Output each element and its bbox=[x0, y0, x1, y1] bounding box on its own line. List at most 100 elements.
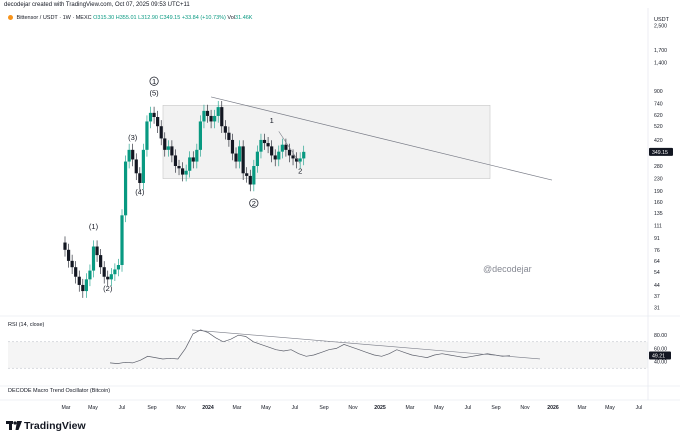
ohlc-values: O315.30 H355.01 L312.90 C349.15 +33.84 (… bbox=[93, 15, 226, 21]
rsi-tick-label: 80.00 bbox=[654, 333, 667, 339]
candle-body bbox=[184, 170, 188, 175]
rsi-tick-label: 40.00 bbox=[654, 360, 667, 366]
candle-body bbox=[298, 158, 302, 162]
candle-body bbox=[252, 166, 256, 185]
wave-label: 1 bbox=[270, 116, 274, 125]
time-tick-label: Nov bbox=[176, 405, 186, 411]
price-tick-label: 54 bbox=[654, 270, 660, 276]
wave-circle bbox=[149, 76, 159, 86]
rsi-tick-label: 60.00 bbox=[654, 346, 667, 352]
current-price-label: 349.15 bbox=[652, 150, 668, 156]
candle-body bbox=[99, 255, 103, 268]
symbol-legend[interactable]: Bittensor / USDT · 1W · MEXC O315.30 H35… bbox=[8, 15, 252, 21]
time-tick-label: May bbox=[261, 405, 271, 411]
candle-body bbox=[127, 149, 131, 162]
candle-body bbox=[209, 115, 213, 122]
price-tick-label: 44 bbox=[654, 283, 660, 289]
time-tick-label: 2025 bbox=[374, 405, 386, 411]
candle-body bbox=[237, 146, 242, 162]
candle-body bbox=[277, 151, 281, 160]
wave-label: (5) bbox=[149, 88, 159, 97]
rsi-value-tag bbox=[649, 351, 671, 360]
volume-value: 31.46K bbox=[235, 15, 253, 21]
candle-body bbox=[102, 267, 106, 277]
candle-body bbox=[170, 146, 174, 156]
candle-body bbox=[220, 107, 224, 127]
price-axis-currency: USDT bbox=[654, 17, 670, 23]
candle-body bbox=[280, 144, 284, 152]
candle-body bbox=[141, 149, 145, 183]
candle-body bbox=[180, 168, 185, 175]
candle-body bbox=[91, 246, 96, 271]
wave-label: (4) bbox=[135, 187, 145, 196]
candle-body bbox=[205, 110, 210, 116]
time-tick-label: Mar bbox=[233, 405, 242, 411]
price-tick-label: 111 bbox=[654, 223, 662, 229]
time-tick-label: Sep bbox=[147, 405, 156, 411]
candle-body bbox=[191, 157, 195, 162]
candle-body bbox=[266, 143, 270, 147]
candle-body bbox=[302, 151, 306, 159]
candle-body bbox=[287, 149, 292, 156]
tradingview-brand[interactable]: TradingView bbox=[6, 420, 86, 432]
time-tick-label: Nov bbox=[348, 405, 358, 411]
candle-body bbox=[116, 265, 121, 270]
time-tick-label: Jul bbox=[636, 405, 643, 411]
candle-body bbox=[227, 132, 231, 140]
wave-circle bbox=[249, 198, 259, 208]
wave-label: 1 bbox=[152, 77, 156, 86]
candle-body bbox=[259, 139, 263, 152]
candle-body bbox=[113, 269, 117, 275]
price-tick-label: 1,400 bbox=[654, 61, 667, 67]
price-tick-label: 740 bbox=[654, 102, 663, 108]
candle-body bbox=[248, 175, 252, 185]
decode-legend[interactable]: DECODE Macro Trend Oscillator (Bitcoin) bbox=[8, 388, 111, 394]
time-tick-label: May bbox=[88, 405, 98, 411]
price-tick-label: 620 bbox=[654, 113, 663, 119]
time-tick-label: May bbox=[605, 405, 615, 411]
candle-body bbox=[123, 161, 128, 216]
rsi-value-label: 49.21 bbox=[652, 354, 665, 360]
candle-body bbox=[84, 279, 88, 292]
candle-body bbox=[216, 107, 220, 116]
candle-body bbox=[77, 276, 81, 285]
candle-body bbox=[198, 121, 202, 150]
price-tick-label: 280 bbox=[654, 164, 663, 170]
candle-body bbox=[109, 274, 113, 280]
price-tick-label: 64 bbox=[654, 259, 660, 265]
candle-body bbox=[173, 155, 178, 166]
candle-body bbox=[255, 151, 260, 166]
candle-body bbox=[95, 246, 99, 256]
price-trendline bbox=[211, 96, 553, 181]
candle-body bbox=[66, 249, 71, 261]
candle-body bbox=[291, 155, 295, 159]
candle-body bbox=[262, 139, 267, 144]
time-tick-label: Jul bbox=[119, 405, 126, 411]
time-tick-label: Mar bbox=[578, 405, 587, 411]
candle-body bbox=[284, 144, 288, 150]
candle-body bbox=[74, 267, 78, 277]
candle-body bbox=[270, 146, 274, 156]
time-tick-label: Mar bbox=[62, 405, 71, 411]
candle-body bbox=[234, 153, 238, 162]
candle-body bbox=[166, 146, 170, 150]
candle-body bbox=[138, 173, 142, 183]
candle-body bbox=[131, 149, 135, 160]
time-tick-label: Nov bbox=[520, 405, 530, 411]
current-price-tag bbox=[649, 147, 673, 156]
rsi-legend[interactable]: RSI (14, close) bbox=[8, 322, 45, 328]
bittensor-coin-icon bbox=[8, 15, 13, 20]
price-tick-label: 1,700 bbox=[654, 48, 667, 54]
price-tick-label: 190 bbox=[654, 189, 663, 195]
wave-label: 2 bbox=[298, 166, 302, 175]
time-tick-label: Mar bbox=[406, 405, 415, 411]
candle-body bbox=[81, 284, 85, 292]
wave-label: (2) bbox=[103, 284, 113, 293]
time-tick-label: 2026 bbox=[547, 405, 559, 411]
tradingview-logo-icon bbox=[6, 421, 22, 430]
candle-body bbox=[156, 117, 160, 127]
price-tick-label: 2,500 bbox=[654, 23, 667, 29]
rsi-band bbox=[8, 341, 648, 369]
candle-body bbox=[88, 270, 92, 280]
